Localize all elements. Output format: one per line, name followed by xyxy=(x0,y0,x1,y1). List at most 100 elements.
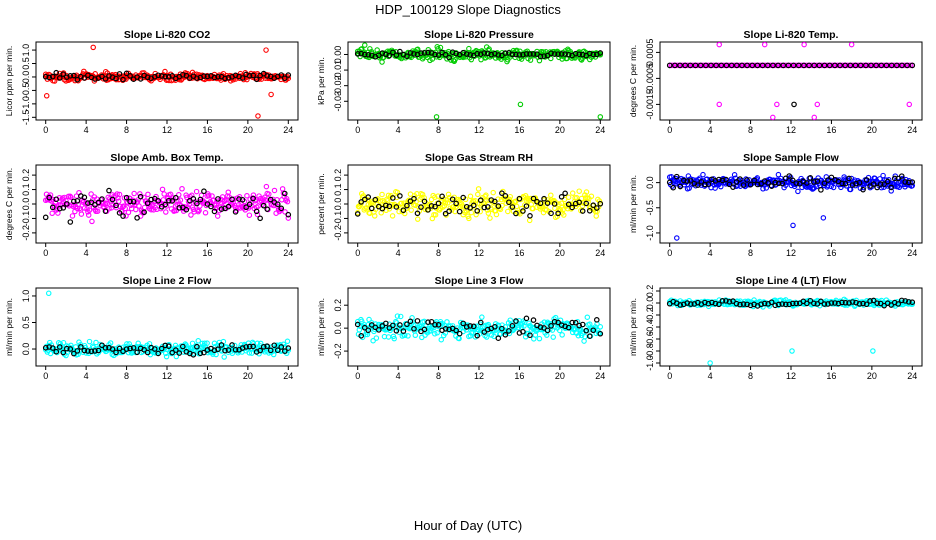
overlay-point xyxy=(523,51,530,57)
overlay-point xyxy=(467,52,474,58)
overlay-point xyxy=(78,344,84,350)
overlay-point xyxy=(71,72,77,79)
overlay-point xyxy=(761,300,768,307)
overlay-point xyxy=(414,210,421,217)
x-tick-label: 8 xyxy=(748,371,753,381)
overlay-point xyxy=(477,319,484,326)
data-point xyxy=(561,212,567,218)
data-point xyxy=(115,198,122,205)
data-point xyxy=(221,354,227,360)
y-tick-label: 0.0 xyxy=(21,343,31,356)
overlay-point xyxy=(137,76,144,82)
data-point xyxy=(445,191,452,198)
data-point xyxy=(379,191,385,198)
data-point xyxy=(384,198,391,204)
y-tick-label: -0.0005 xyxy=(645,63,655,94)
overlay-point xyxy=(737,301,743,308)
x-tick-label: 16 xyxy=(826,371,836,381)
data-point xyxy=(778,62,785,69)
overlay-point xyxy=(739,62,745,69)
y-tick-label: 0.2 xyxy=(21,169,31,182)
overlay-point xyxy=(558,193,565,200)
overlay-point xyxy=(530,317,537,323)
overlay-point xyxy=(759,62,766,69)
overlay-point xyxy=(113,349,119,356)
data-point xyxy=(493,211,500,218)
overlay-point xyxy=(569,319,575,326)
overlay-point xyxy=(899,62,905,69)
overlay-point xyxy=(551,318,558,325)
x-tick-label: 12 xyxy=(474,371,484,381)
data-point xyxy=(419,194,425,201)
overlay-point xyxy=(481,50,488,56)
data-point xyxy=(689,62,696,69)
data-point xyxy=(193,188,200,195)
data-point xyxy=(244,192,250,199)
overlay-point xyxy=(672,62,678,69)
overlay-point xyxy=(201,188,207,195)
overlay-point xyxy=(180,71,186,78)
x-tick-label: 20 xyxy=(867,125,877,135)
overlay-point xyxy=(162,201,169,208)
overlay-point xyxy=(477,197,484,204)
data-point xyxy=(596,198,603,204)
overlay-point xyxy=(274,347,281,354)
overlay-point xyxy=(747,302,754,309)
overlay-point xyxy=(144,74,151,81)
data-point xyxy=(694,62,701,69)
scatter-series xyxy=(354,186,604,224)
overlay-point xyxy=(702,181,708,188)
data-point xyxy=(250,192,257,198)
outlier-point xyxy=(597,114,604,120)
overlay-point xyxy=(250,343,256,350)
overlay-point xyxy=(215,74,221,80)
overlay-point xyxy=(579,51,586,58)
panel-title: Slope Line 4 (LT) Flow xyxy=(736,275,847,287)
overlay-point xyxy=(102,76,109,82)
data-point xyxy=(405,333,411,339)
overlay-point xyxy=(400,328,407,334)
x-tick-label: 0 xyxy=(43,248,48,258)
overlay-point xyxy=(467,205,474,211)
overlay-point xyxy=(909,299,916,305)
outlier-point xyxy=(90,44,96,51)
overlay-point xyxy=(789,300,796,307)
overlay-point xyxy=(719,177,726,184)
overlay-point xyxy=(590,51,597,58)
overlay-point xyxy=(825,177,831,183)
overlay-point xyxy=(868,62,874,69)
overlay-point xyxy=(814,178,821,184)
overlay-point xyxy=(56,205,63,212)
x-tick-label: 0 xyxy=(667,248,672,258)
x-tick-label: 12 xyxy=(162,248,172,258)
overlay-point xyxy=(551,51,558,57)
overlay-point xyxy=(158,73,165,79)
data-point xyxy=(526,217,533,224)
overlay-point xyxy=(285,211,292,218)
overlay-point xyxy=(432,51,438,58)
overlay-point xyxy=(74,76,81,83)
overlay-point xyxy=(456,330,463,337)
overlay-point xyxy=(442,326,449,332)
overlay-point xyxy=(677,302,684,308)
x-tick-label: 20 xyxy=(243,248,253,258)
overlay-point xyxy=(60,71,67,77)
overlay-point xyxy=(361,324,368,331)
overlay-point xyxy=(492,198,498,205)
overlay-point xyxy=(789,177,796,184)
overlay-point xyxy=(379,323,386,329)
data-point xyxy=(86,207,93,213)
overlay-point xyxy=(354,51,361,57)
scatter-series xyxy=(42,44,292,119)
overlay-point xyxy=(709,299,715,306)
outlier-point xyxy=(774,101,780,108)
overlay-point xyxy=(541,53,547,59)
data-point xyxy=(248,200,254,206)
overlay-point xyxy=(677,183,684,190)
overlay-point xyxy=(130,198,137,205)
overlay-point xyxy=(42,344,49,351)
overlay-point xyxy=(687,62,694,69)
overlay-point xyxy=(176,350,183,356)
x-tick-label: 4 xyxy=(708,248,713,258)
overlay-series xyxy=(42,342,292,358)
